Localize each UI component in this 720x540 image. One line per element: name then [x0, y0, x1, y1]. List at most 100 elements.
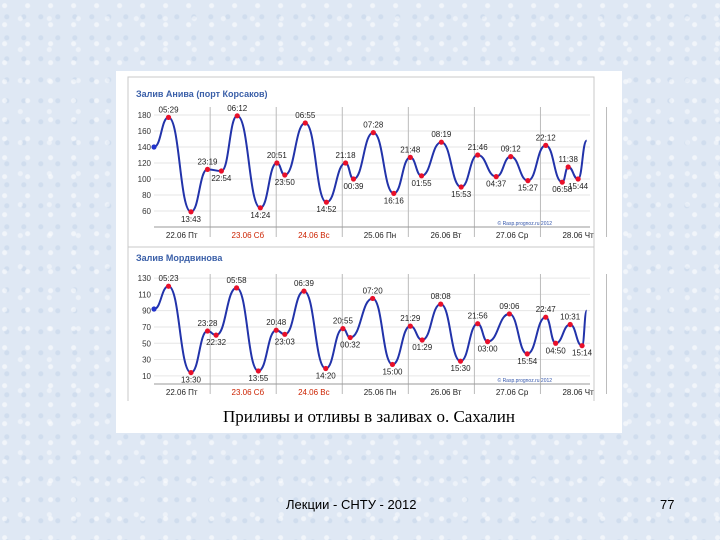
- chart2-credit: © Rasp.prognoz.ru 2012: [498, 377, 553, 384]
- chart1-time-label: 06:55: [295, 111, 316, 120]
- chart1-day-label: 25.06 Пн: [364, 231, 396, 240]
- chart1-tide-curve: [153, 114, 588, 213]
- chart2-low-tide-point: [579, 343, 585, 349]
- chart2-low-tide-point: [485, 339, 491, 345]
- chart1-time-label: 16:16: [384, 196, 405, 205]
- chart1-y-tick-label: 140: [138, 143, 152, 152]
- chart2-start-point: [151, 306, 157, 312]
- chart2-day-label: 23.06 Сб: [232, 388, 265, 397]
- chart1-low-tide-point: [525, 178, 531, 184]
- chart1-low-tide-point: [418, 173, 425, 179]
- chart2-high-tide-point: [340, 325, 346, 332]
- chart1-low-tide-point: [575, 176, 581, 182]
- chart1-low-tide-point: [218, 168, 224, 174]
- chart2-time-label: 09:06: [499, 302, 520, 311]
- chart2-time-label: 20:55: [333, 317, 354, 326]
- chart2-title: Залив Мордвинова: [136, 253, 223, 263]
- chart1-day-label: 23.06 Сб: [232, 231, 265, 240]
- chart1-title: Залив Анива (порт Корсаков): [136, 89, 268, 99]
- chart1-time-label: 05:29: [159, 105, 180, 114]
- chart1-time-label: 00:39: [343, 182, 364, 191]
- chart2-day-label: 24.06 Вс: [298, 388, 330, 397]
- chart2-y-tick-label: 50: [142, 339, 151, 348]
- chart1-time-label: 21:48: [400, 145, 421, 154]
- chart2-time-label: 06:39: [294, 279, 315, 288]
- chart2-high-tide-point: [567, 321, 573, 328]
- chart2-time-label: 20:48: [266, 318, 287, 327]
- chart2-time-label: 21:56: [468, 312, 489, 321]
- chart2-high-tide-point: [165, 283, 172, 289]
- chart2-time-label: 05:58: [227, 276, 248, 285]
- chart1-time-label: 21:18: [336, 151, 357, 160]
- tide-figure: Залив Анива (порт Корсаков) 60 80 100 120 140…: [116, 71, 622, 433]
- chart2-high-tide-point: [475, 321, 481, 327]
- chart1-high-tide-point: [234, 113, 240, 119]
- chart2-high-tide-point: [407, 323, 413, 329]
- chart1-low-tide-point: [559, 179, 565, 185]
- chart2-day-label: 22.06 Пт: [166, 388, 198, 397]
- chart2-low-tide-point: [419, 337, 425, 343]
- chart1-low-tide-point: [282, 172, 288, 178]
- tide-charts-svg: Залив Анива (порт Корсаков) 60 80 100 120 140…: [127, 76, 608, 401]
- chart1-day-label: 28.06 Чт: [562, 231, 594, 240]
- chart1-high-tide-point: [165, 114, 172, 120]
- chart1-time-label: 01:55: [412, 179, 433, 188]
- chart1-low-tide-point: [323, 199, 330, 205]
- chart2-day-label: 25.06 Пн: [364, 388, 396, 397]
- page-number: 77: [660, 497, 675, 512]
- chart2-high-tide-point: [301, 288, 307, 294]
- chart1-time-label: 15:44: [568, 182, 589, 191]
- chart1-time-label: 15:53: [451, 190, 472, 199]
- chart2-low-tide-point: [524, 351, 530, 357]
- chart2-time-label: 23:03: [275, 337, 296, 346]
- chart2-low-tide-point: [255, 368, 261, 374]
- chart1-high-tide-point: [302, 120, 308, 126]
- chart2-time-label: 22:47: [536, 305, 557, 314]
- chart1-day-label: 27.06 Ср: [496, 231, 529, 240]
- chart2-high-tide-point: [543, 314, 549, 320]
- chart1-time-label: 11:38: [558, 155, 578, 164]
- chart1-low-tide-point: [257, 205, 263, 211]
- chart1-time-label: 06:58: [552, 185, 573, 194]
- chart2-day-label: 26.06 Вт: [430, 388, 461, 397]
- chart1-credit: © Rasp.prognoz.ru 2012: [498, 220, 553, 227]
- chart1-time-label: 22:12: [536, 133, 557, 142]
- chart2-day-label: 28.06 Чт: [562, 388, 594, 397]
- chart2-low-tide-point: [347, 334, 353, 341]
- chart2-high-tide-point: [506, 311, 513, 317]
- chart2-low-tide-point: [457, 358, 464, 364]
- chart2-time-label: 08:08: [431, 292, 452, 301]
- chart2-low-tide-point: [188, 369, 194, 376]
- chart1-high-tide-point: [508, 154, 514, 160]
- chart2-time-label: 15:14: [572, 349, 593, 358]
- chart1-time-label: 07:28: [363, 121, 384, 130]
- footer-lecture: Лекции - СНТУ - 2012: [286, 497, 417, 512]
- chart1-low-tide-point: [458, 184, 464, 190]
- chart2-y-tick-label: 10: [142, 372, 151, 381]
- chart2-y-tick-label: 90: [142, 307, 151, 316]
- chart2-low-tide-point: [213, 332, 219, 338]
- chart1-high-tide-point: [342, 160, 349, 166]
- chart2-high-tide-point: [438, 301, 444, 307]
- chart2-high-tide-point: [233, 285, 240, 291]
- chart1-time-label: 23:19: [197, 157, 218, 166]
- chart1-day-label: 22.06 Пт: [166, 231, 198, 240]
- chart2-time-label: 14:20: [316, 372, 337, 381]
- chart2-low-tide-point: [282, 331, 288, 337]
- chart1-time-label: 20:51: [267, 151, 288, 160]
- chart1-y-tick-label: 180: [138, 111, 152, 120]
- chart1-start-point: [151, 144, 157, 150]
- chart1-time-label: 09:12: [501, 145, 522, 154]
- chart2-time-label: 03:00: [478, 345, 499, 354]
- chart1-high-tide-point: [565, 164, 571, 170]
- chart1-time-label: 14:24: [250, 211, 271, 220]
- chart2-time-label: 13:55: [248, 374, 269, 383]
- chart1-day-label: 24.06 Вс: [298, 231, 330, 240]
- chart1-high-tide-point: [204, 166, 211, 172]
- chart1-time-label: 15:27: [518, 184, 539, 193]
- chart1-day-label: 26.06 Вт: [430, 231, 461, 240]
- chart1-y-tick-label: 100: [138, 175, 152, 184]
- chart1-high-tide-point: [543, 142, 549, 148]
- figure-caption: Приливы и отливы в заливах о. Сахалин: [223, 407, 515, 426]
- chart2-time-label: 07:20: [363, 286, 384, 295]
